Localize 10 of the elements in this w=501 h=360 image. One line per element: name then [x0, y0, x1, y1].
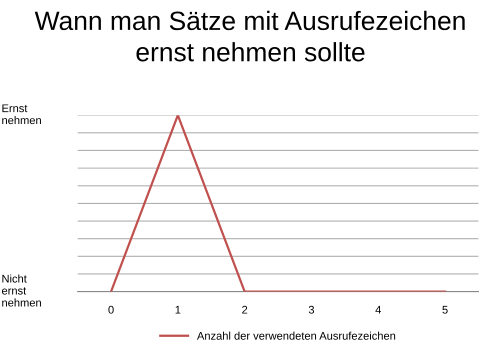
legend-label: Anzahl der verwendeten Ausrufezeichen [196, 332, 396, 340]
text: Nicht ernst nehmen [2, 274, 41, 307]
x-tick-label: 5 [442, 306, 448, 314]
text: Ernst nehmen [2, 104, 41, 124]
x-tick-label: 4 [375, 306, 382, 314]
x-tick-label: 0 [108, 306, 114, 314]
x-tick-label: 2 [242, 306, 248, 314]
x-tick-label: 3 [308, 306, 314, 314]
x-tick-label: 1 [176, 306, 180, 314]
chart-title: Wann man Sätze mit Ausrufezeichen ernst nehmen sollte [34, 10, 465, 62]
